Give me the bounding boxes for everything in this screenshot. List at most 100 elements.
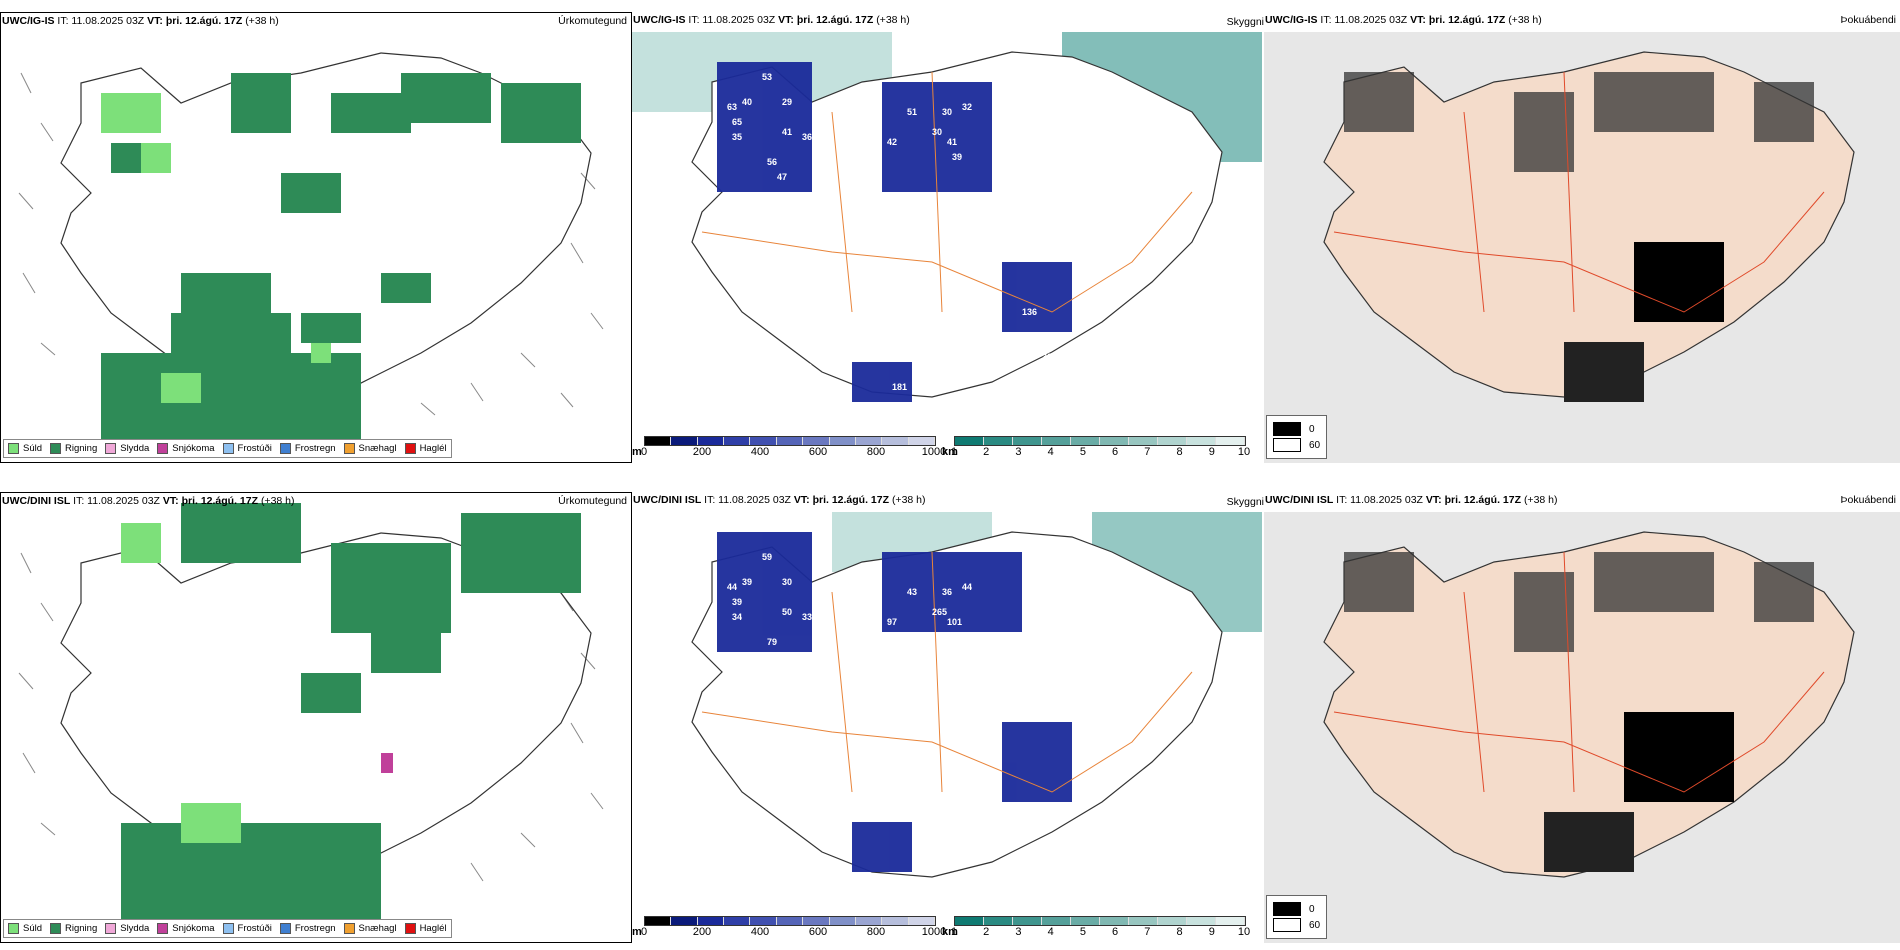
legend-item: Snjókoma — [157, 923, 215, 934]
fog-legend-swatch — [1273, 902, 1301, 916]
legend-label: Frostúði — [237, 923, 272, 934]
visibility-value-label: 33 — [922, 402, 933, 412]
panel-title: Úrkomutegund — [558, 495, 627, 507]
colorbar-tick: 600 — [808, 926, 828, 938]
colorbar-segment — [776, 917, 804, 925]
precip-map-dini — [18, 503, 604, 933]
visibility-value-label: 101 — [947, 617, 963, 627]
fog-legend-label: 0 — [1309, 903, 1315, 915]
legend-item: Súld — [8, 443, 42, 454]
panel-title: Skyggni — [1226, 16, 1264, 28]
visibility-value-label: 29 — [782, 97, 793, 107]
legend-item: Haglél — [404, 923, 447, 934]
colorbar-tick: 200 — [692, 926, 712, 938]
precip-map-igis — [18, 52, 604, 453]
legend-label: Haglél — [419, 443, 447, 454]
colorbar-tick: 0 — [640, 446, 648, 458]
colorbar-segment — [645, 917, 672, 925]
legend-label: Rigning — [65, 923, 98, 934]
colorbar-segment — [697, 437, 725, 445]
visibility-value-label: 59 — [762, 552, 773, 562]
visibility-value-label: 99 — [802, 362, 813, 372]
visibility-value-label: 37 — [997, 172, 1008, 182]
panel-visibility-igis: UWC/IG-IS IT: 11.08.2025 03Z VT: þri. 12… — [632, 12, 1264, 463]
visibility-value-label: 51 — [907, 107, 918, 117]
fog-legend-swatch — [1273, 422, 1301, 436]
colorbar-tick: 1000 — [921, 926, 947, 938]
colorbar-segment — [1042, 917, 1071, 925]
colorbar-segment — [1100, 917, 1129, 925]
colorbar-tick: 2 — [983, 446, 990, 458]
colorbar-tick: 2 — [983, 926, 990, 938]
legend-swatch — [279, 923, 291, 934]
visibility-value-label: 35 — [882, 402, 893, 412]
legend-swatch — [279, 443, 291, 454]
rain-areas — [101, 73, 581, 453]
legend-label: Súld — [23, 923, 43, 934]
visibility-value-label: 35 — [1112, 652, 1123, 662]
legend-swatch — [8, 923, 19, 934]
legend-swatch — [222, 443, 234, 454]
panel-title: Þokuábendi — [1840, 494, 1896, 506]
legend-label: Snjókoma — [172, 443, 215, 454]
colorbar-tick: 8 — [1176, 446, 1183, 458]
colorbar-segment — [908, 437, 935, 445]
colorbar-segment — [697, 917, 725, 925]
legend-swatch — [343, 923, 355, 934]
colorbar-tick: 1000 — [921, 446, 947, 458]
legend-swatch — [50, 923, 62, 934]
visibility-value-label: 39 — [742, 577, 753, 587]
visibility-value-label: 170 — [1092, 162, 1108, 172]
visibility-value-label: 56 — [767, 157, 778, 167]
colorbar-segment — [1216, 917, 1245, 925]
colorbar-tick: 5 — [1079, 446, 1086, 458]
colorbar-tick: 800 — [866, 446, 886, 458]
panel-visibility-dini: UWC/DINI ISL IT: 11.08.2025 03Z VT: þri.… — [632, 492, 1264, 943]
colorbar-tick: 400 — [750, 446, 770, 458]
visibility-value-label: 30 — [872, 762, 883, 772]
colorbar-segment — [776, 437, 804, 445]
visibility-value-label: 88 — [1152, 642, 1163, 652]
legend-label: Frostregn — [294, 443, 336, 454]
precip-type-legend: Súld Rigning Slydda Snjókoma Frostúði Frostre… — [3, 919, 452, 938]
legend-label: Snæhagl — [358, 923, 397, 934]
colorbar-segment — [984, 437, 1013, 445]
colorbar-segment — [1158, 437, 1187, 445]
fog-legend-swatch — [1273, 918, 1301, 932]
colorbar-strip — [954, 916, 1246, 926]
visibility-value-label: 41 — [947, 137, 958, 147]
legend-item: Snæhagl — [343, 923, 397, 934]
colorbar-segment — [645, 437, 672, 445]
visibility-value-label: 30 — [1042, 352, 1053, 362]
colorbar-tick: 9 — [1208, 926, 1215, 938]
legend-swatch — [343, 443, 355, 454]
visibility-value-label: 63 — [727, 102, 738, 112]
visibility-value-label: 44 — [727, 582, 738, 592]
legend-label: Snæhagl — [358, 443, 397, 454]
panel-title: Úrkomutegund — [558, 15, 627, 27]
visibility-value-label: 36 — [942, 587, 953, 597]
drizzle-areas — [101, 93, 331, 403]
model-header: UWC/IG-IS IT: 11.08.2025 03Z VT: þri. 12… — [2, 15, 279, 27]
fog-legend-row: 60 — [1273, 438, 1320, 452]
fog-legend-row: 0 — [1273, 422, 1320, 436]
legend-swatch — [8, 443, 19, 454]
colorbar-strip — [954, 436, 1246, 446]
visibility-value-label: 87 — [1112, 172, 1123, 182]
visibility-value-label: 44 — [962, 582, 973, 592]
colorbar-segment — [1071, 917, 1100, 925]
panel-fog-index-dini: UWC/DINI ISL IT: 11.08.2025 03Z VT: þri.… — [1264, 492, 1900, 943]
visibility-value-label: 19 — [822, 362, 833, 372]
legend-label: Haglél — [419, 923, 447, 934]
model-header: UWC/IG-IS IT: 11.08.2025 03Z VT: þri. 12… — [1265, 14, 1542, 26]
colorbar-tick: 5 — [1079, 926, 1086, 938]
legend-label: Rigning — [65, 443, 98, 454]
visibility-value-label: 79 — [767, 637, 778, 647]
colorbar-tick: 400 — [750, 926, 770, 938]
fog-map-dini — [1264, 512, 1900, 943]
colorbar-unit: km — [942, 446, 958, 458]
legend-item: Slydda — [105, 923, 149, 934]
visibility-value-label: 50 — [782, 607, 793, 617]
colorbar-tick: 6 — [1112, 446, 1119, 458]
colorbar-strip — [644, 916, 936, 926]
